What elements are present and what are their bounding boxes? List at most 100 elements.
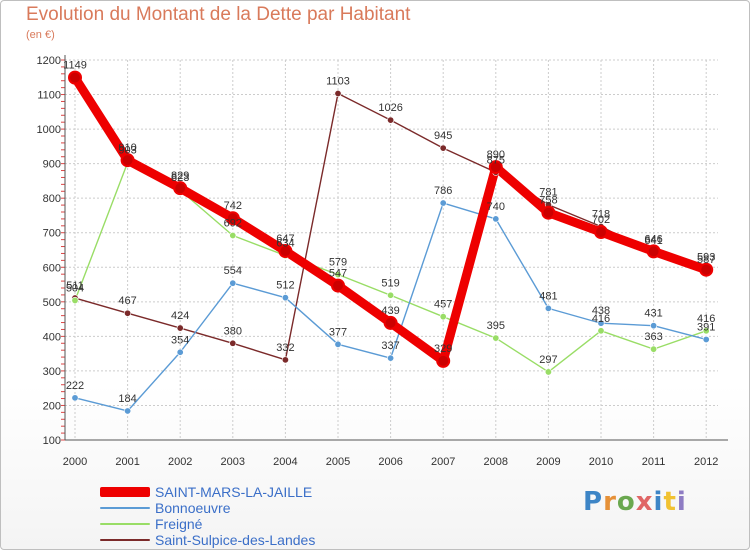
legend-label: SAINT-MARS-LA-JAILLE	[155, 484, 313, 500]
data-point-1	[702, 335, 710, 343]
legend-label: Freigné	[155, 516, 203, 532]
y-tick-label: 700	[43, 228, 61, 240]
data-point-2	[334, 271, 342, 279]
data-point-0	[383, 315, 398, 330]
data-point-3	[281, 356, 289, 364]
data-point-3	[176, 324, 184, 332]
data-point-0	[225, 211, 240, 226]
y-tick-label: 400	[43, 331, 61, 343]
data-point-1	[650, 322, 658, 330]
data-label-1: 481	[539, 290, 557, 302]
data-point-0	[68, 70, 82, 85]
data-label-2: 579	[329, 257, 347, 269]
data-label-0: 742	[224, 200, 242, 212]
data-point-3	[387, 116, 395, 124]
x-tick-label: 2008	[484, 456, 508, 468]
data-label-2: 519	[381, 277, 399, 289]
data-point-2	[544, 368, 552, 376]
legend-swatch	[100, 539, 150, 541]
data-label-0: 890	[487, 149, 505, 161]
data-label-3: 467	[118, 295, 136, 307]
data-point-0	[646, 244, 661, 259]
series-points	[68, 70, 714, 415]
y-tick-label: 100	[43, 435, 61, 447]
legend-swatch	[100, 487, 150, 497]
data-point-2	[702, 327, 710, 335]
data-label-3: 1103	[326, 76, 350, 88]
y-tick-label: 1200	[37, 55, 61, 67]
data-point-3	[439, 144, 447, 152]
data-labels: 1149 910 829 742 647 547 439 329 890 758 702 646 593…	[63, 60, 715, 405]
data-point-0	[436, 353, 451, 368]
data-label-0: 329	[434, 343, 452, 355]
data-point-0	[331, 278, 345, 293]
data-point-3	[229, 339, 237, 347]
data-point-1	[439, 199, 447, 207]
data-label-2: 823	[171, 172, 189, 184]
y-tick-label: 1100	[37, 90, 61, 102]
x-tick-label: 2000	[63, 456, 87, 468]
data-point-0	[541, 205, 556, 220]
data-label-3: 511	[66, 280, 84, 292]
data-point-2	[387, 291, 395, 299]
data-point-3	[124, 309, 132, 317]
data-point-1	[124, 407, 132, 415]
data-label-2: 416	[592, 313, 610, 325]
data-label-2: 692	[224, 217, 242, 229]
data-label-1: 184	[118, 393, 136, 405]
data-label-3: 718	[592, 209, 610, 221]
data-label-2: 297	[539, 354, 557, 366]
legend-swatch	[100, 507, 150, 509]
y-tick-label: 900	[43, 159, 61, 171]
data-point-2	[439, 313, 447, 321]
data-label-3: 424	[171, 310, 189, 322]
data-label-0: 702	[592, 214, 610, 226]
x-tick-label: 2005	[326, 456, 350, 468]
x-tick-label: 2001	[115, 456, 139, 468]
data-point-1	[229, 279, 237, 287]
data-label-1: 377	[329, 326, 347, 338]
data-label-0: 646	[644, 233, 662, 245]
x-tick-label: 2009	[536, 456, 560, 468]
y-tick-label: 500	[43, 297, 61, 309]
data-point-1	[387, 354, 395, 362]
data-label-2: 903	[118, 145, 136, 157]
data-label-2: 395	[487, 320, 505, 332]
y-tick-label: 800	[43, 193, 61, 205]
data-point-2	[229, 231, 237, 239]
data-label-1: 354	[171, 334, 189, 346]
data-label-1: 740	[487, 201, 505, 213]
x-tick-label: 2004	[273, 456, 297, 468]
data-label-1: 512	[276, 280, 294, 292]
data-point-1	[544, 304, 552, 312]
x-tick-label: 2011	[642, 456, 666, 468]
data-point-1	[492, 215, 500, 223]
data-point-1	[281, 294, 289, 302]
data-label-1: 391	[697, 321, 715, 333]
data-label-3: 781	[539, 187, 557, 199]
data-point-1	[334, 340, 342, 348]
chart-unit-label: (en €)	[26, 29, 55, 41]
y-tick-label: 600	[43, 262, 61, 274]
data-point-1	[597, 319, 605, 327]
data-point-0	[488, 160, 503, 175]
data-point-0	[120, 153, 135, 168]
data-label-0: 593	[697, 252, 715, 264]
data-label-1: 786	[434, 185, 452, 197]
data-label-0: 910	[118, 142, 136, 154]
data-label-3: 380	[224, 325, 242, 337]
data-label-1: 438	[592, 305, 610, 317]
data-label-2: 416	[697, 313, 715, 325]
x-tick-label: 2010	[589, 456, 613, 468]
data-label-2: 504	[66, 282, 84, 294]
data-label-2: 457	[434, 299, 452, 311]
grid-lines	[65, 59, 718, 441]
data-label-3: 641	[644, 235, 662, 247]
data-label-0: 758	[539, 195, 557, 207]
chart-title: Evolution du Montant de la Dette par Hab…	[26, 4, 411, 25]
data-point-1	[71, 394, 79, 402]
data-label-0: 439	[381, 305, 399, 317]
y-tick-label: 1000	[37, 124, 61, 136]
x-tick-label: 2003	[221, 456, 245, 468]
